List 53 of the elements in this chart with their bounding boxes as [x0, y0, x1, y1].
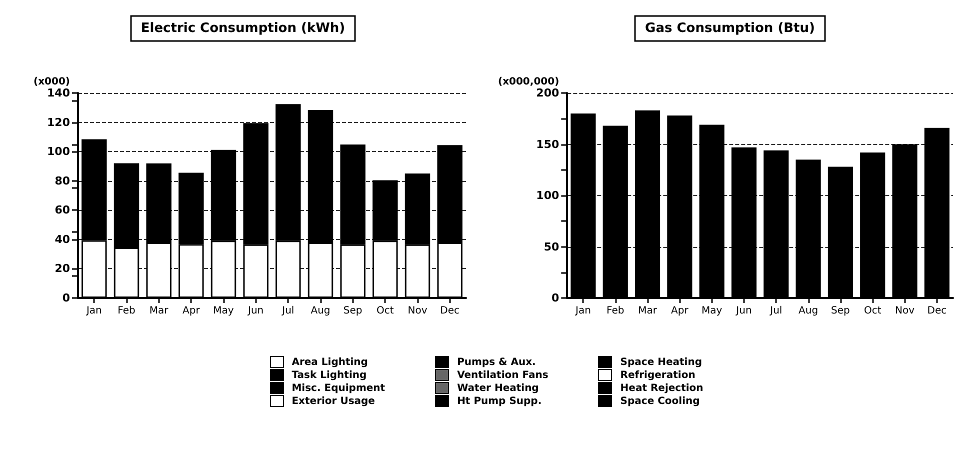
y-axis-title: (x000,000)	[498, 76, 560, 88]
y-tick-label: 0	[62, 292, 70, 304]
x-tick-label: Mar	[638, 306, 658, 316]
x-tick-label: Jan	[85, 306, 102, 316]
legend-label: Pumps & Aux.	[457, 356, 536, 368]
x-tick-label: May	[701, 306, 722, 316]
y-tick-label: 200	[536, 86, 560, 100]
y-tick-label: 60	[54, 204, 70, 217]
x-tick-label: Nov	[408, 306, 428, 316]
x-tick-label: Mar	[149, 306, 170, 316]
y-tick-label: 140	[47, 86, 70, 100]
legend-label: Heat Rejection	[620, 382, 704, 394]
y-tick-label: 100	[536, 189, 560, 202]
x-tick-label: Jan	[574, 306, 591, 316]
chart-title: Electric Consumption (kWh)	[140, 21, 346, 36]
legend-label: Misc. Equipment	[292, 382, 386, 394]
chart-title: Gas Consumption (Btu)	[645, 21, 815, 36]
legend-label: Ht Pump Supp.	[457, 396, 542, 406]
x-tick-label: May	[213, 306, 234, 316]
x-tick-label: Jul	[769, 306, 782, 316]
x-tick-label: Jun	[735, 306, 752, 316]
legend-label: Exterior Usage	[292, 396, 375, 406]
y-tick-label: 120	[47, 116, 70, 129]
legend-label: Water Heating	[457, 382, 539, 394]
x-tick-label: Apr	[671, 306, 690, 316]
x-tick-label: Aug	[798, 306, 818, 316]
y-tick-label: 100	[47, 145, 70, 158]
x-tick-label: Sep	[343, 306, 362, 316]
legend-label: Task Lighting	[292, 370, 367, 380]
x-tick-label: Nov	[895, 306, 915, 316]
x-tick-label: Jul	[281, 306, 294, 316]
x-tick-label: Oct	[864, 306, 882, 316]
x-tick-label: Dec	[440, 306, 460, 316]
y-tick-label: 40	[54, 232, 70, 246]
legend-label: Space Cooling	[620, 396, 700, 406]
y-tick-label: 0	[551, 292, 560, 304]
legend-label: Space Heating	[620, 356, 702, 368]
x-tick-label: Jun	[247, 306, 264, 316]
legend-label: Area Lighting	[292, 356, 368, 368]
x-tick-label: Oct	[376, 306, 394, 316]
x-tick-label: Sep	[831, 306, 850, 316]
legend-label: Ventilation Fans	[457, 370, 548, 380]
legend-label: Refrigeration	[620, 370, 696, 380]
x-tick-label: Dec	[927, 306, 947, 316]
y-tick-label: 20	[54, 262, 70, 276]
x-tick-label: Feb	[606, 306, 624, 316]
y-tick-label: 150	[536, 138, 560, 151]
y-axis-title: (x000)	[34, 76, 70, 88]
x-tick-label: Apr	[182, 306, 201, 316]
x-tick-label: Aug	[310, 306, 330, 316]
y-tick-label: 80	[54, 174, 70, 188]
x-tick-label: Feb	[118, 306, 136, 316]
y-tick-label: 50	[544, 240, 560, 254]
